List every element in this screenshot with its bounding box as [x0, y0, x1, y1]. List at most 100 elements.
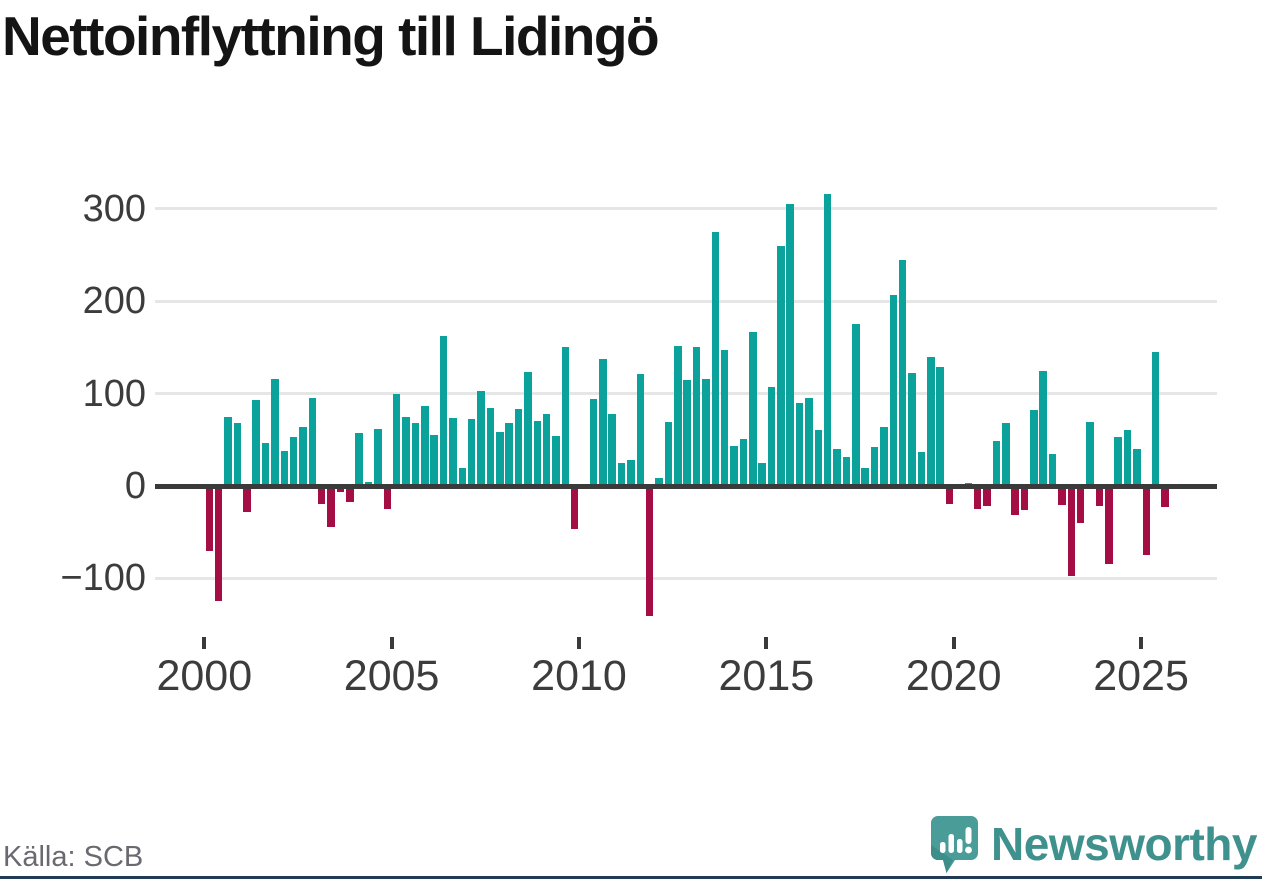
chart-title: Nettoinflyttning till Lidingö — [2, 5, 660, 67]
bar-2014Q4 — [758, 462, 766, 486]
x-axis-label-2020: 2020 — [905, 652, 1002, 700]
bar-2016Q3 — [823, 194, 832, 486]
x-tick-mark-2005 — [389, 637, 394, 649]
x-tick-mark-2010 — [577, 637, 581, 649]
bar-2012Q3 — [674, 345, 682, 486]
newsworthy-bubble-chart-icon — [931, 816, 979, 873]
y-axis-label--100: −100 — [60, 557, 146, 600]
bar-2005Q3 — [411, 423, 420, 486]
bar-2008Q2 — [514, 409, 523, 486]
source-label: Källa: SCB — [3, 841, 144, 873]
bar-2000Q1 — [205, 486, 214, 551]
y-axis-label-0: 0 — [124, 465, 146, 507]
bar-2017Q3 — [861, 467, 869, 486]
bar-2010Q2 — [589, 399, 598, 486]
bar-2005Q1 — [392, 393, 401, 486]
bar-2017Q4 — [870, 447, 879, 486]
bar-2025Q3 — [1161, 486, 1169, 508]
bar-2022Q4 — [1058, 486, 1066, 506]
bar-2003Q2 — [327, 486, 335, 527]
bar-2012Q4 — [683, 379, 691, 486]
bar-2016Q4 — [833, 449, 841, 486]
bottom-border — [0, 876, 1262, 879]
bar-2013Q1 — [692, 347, 701, 486]
bar-2004Q3 — [374, 428, 382, 486]
bar-2001Q3 — [261, 442, 270, 486]
zero-axis-line — [155, 483, 1217, 489]
bar-2007Q3 — [486, 407, 495, 486]
bar-2009Q1 — [542, 413, 551, 486]
bar-2012Q1 — [655, 477, 663, 486]
x-tick-mark-2000 — [202, 637, 207, 649]
bar-2015Q4 — [795, 402, 804, 486]
bar-2025Q2 — [1151, 352, 1160, 486]
bar-2013Q3 — [711, 232, 720, 486]
bar-2023Q1 — [1067, 486, 1076, 576]
bar-2021Q3 — [1011, 486, 1019, 515]
bar-2007Q4 — [496, 432, 504, 486]
bar-2001Q4 — [271, 378, 279, 486]
bar-2012Q2 — [664, 422, 673, 486]
newsworthy-logo: Newsworthy — [930, 815, 1257, 877]
bar-2010Q3 — [599, 359, 607, 486]
bar-2018Q3 — [898, 259, 907, 486]
bar-2009Q3 — [561, 347, 570, 486]
bar-2000Q2 — [214, 486, 223, 602]
bar-2009Q2 — [552, 436, 560, 486]
bar-2002Q1 — [280, 450, 288, 486]
bar-2018Q4 — [908, 373, 916, 486]
bar-2005Q4 — [421, 405, 429, 486]
bar-2001Q1 — [243, 486, 251, 512]
bar-2016Q1 — [805, 398, 813, 486]
bar-2018Q2 — [889, 294, 898, 486]
bar-2020Q4 — [983, 486, 991, 507]
bar-2006Q3 — [449, 417, 457, 486]
bar-2025Q1 — [1142, 486, 1151, 556]
y-axis-label-300: 300 — [82, 187, 146, 230]
bar-2015Q2 — [777, 245, 785, 486]
bar-2013Q4 — [720, 350, 729, 486]
bar-2016Q2 — [814, 429, 823, 486]
bar-2010Q4 — [608, 413, 616, 486]
bar-2006Q2 — [439, 336, 448, 486]
bar-2001Q2 — [252, 400, 260, 486]
y-axis-label-200: 200 — [82, 280, 146, 323]
bar-2004Q4 — [383, 486, 392, 510]
bar-2004Q1 — [355, 433, 363, 486]
bar-2024Q4 — [1133, 449, 1141, 486]
bar-2003Q1 — [317, 486, 326, 505]
bar-2021Q2 — [1002, 423, 1010, 486]
bar-2023Q2 — [1076, 486, 1085, 523]
bar-2024Q1 — [1105, 486, 1113, 565]
bar-2002Q4 — [308, 398, 317, 486]
bar-2019Q1 — [917, 451, 926, 486]
bar-2011Q1 — [617, 462, 626, 486]
bar-2003Q3 — [336, 486, 345, 492]
bar-2015Q3 — [786, 204, 794, 486]
bar-2014Q2 — [739, 438, 748, 486]
bar-2019Q2 — [927, 356, 935, 486]
bar-2011Q2 — [627, 460, 635, 486]
bar-2005Q2 — [402, 416, 410, 486]
x-axis-label-2015: 2015 — [718, 652, 815, 700]
bar-2017Q2 — [852, 324, 860, 486]
bar-2022Q1 — [1030, 410, 1038, 486]
gridline-300 — [155, 207, 1217, 211]
y-axis-label-100: 100 — [82, 372, 146, 415]
bar-2018Q1 — [880, 426, 888, 486]
bar-2019Q3 — [936, 366, 944, 486]
bar-2022Q3 — [1048, 453, 1057, 486]
bar-2024Q3 — [1123, 429, 1132, 486]
bar-2008Q1 — [505, 423, 513, 486]
bar-2007Q2 — [477, 390, 485, 486]
bar-2023Q3 — [1086, 422, 1094, 486]
gridline-200 — [155, 299, 1217, 303]
bar-2022Q2 — [1039, 370, 1047, 486]
bar-2000Q4 — [233, 423, 242, 486]
bar-2013Q2 — [702, 378, 710, 486]
bar-2008Q4 — [533, 421, 541, 486]
x-tick-mark-2020 — [951, 637, 956, 649]
bar-2020Q3 — [973, 486, 982, 510]
bar-2011Q3 — [636, 374, 645, 486]
